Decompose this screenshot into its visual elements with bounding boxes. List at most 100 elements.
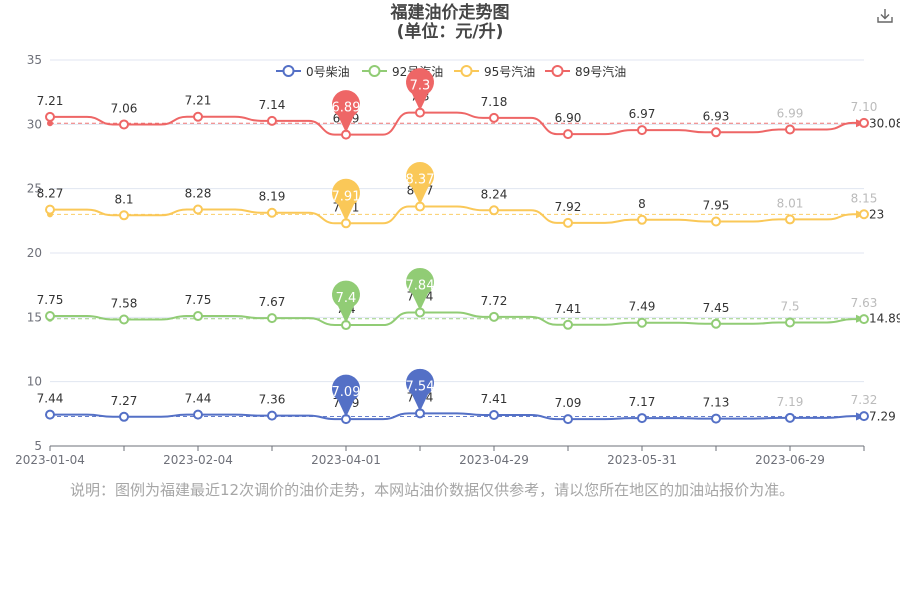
data-label: 8.24 xyxy=(481,187,508,201)
pin-marker xyxy=(406,162,435,205)
download-button[interactable] xyxy=(875,6,895,26)
data-label: 8.1 xyxy=(114,192,133,206)
legend-symbol xyxy=(282,65,295,77)
data-point xyxy=(637,317,647,328)
x-tick-label: 2023-05-31 xyxy=(607,453,677,467)
data-point xyxy=(859,117,869,128)
pin-label: 7.54 xyxy=(406,379,435,394)
pin-label: 7.3 xyxy=(410,79,431,94)
data-label: 7.06 xyxy=(111,101,138,115)
y-tick-label: 35 xyxy=(27,53,42,67)
data-label: 7.17 xyxy=(629,395,656,409)
data-point xyxy=(637,125,647,136)
y-tick-label: 15 xyxy=(27,310,42,324)
data-point xyxy=(489,409,499,420)
chart-title-block: 福建油价走势图 (单位：元/升) xyxy=(0,4,900,42)
data-label: 7.72 xyxy=(481,294,508,308)
data-point xyxy=(785,214,795,225)
pin-marker xyxy=(406,368,435,412)
data-label: 6.90 xyxy=(555,111,582,125)
data-label: 7.09 xyxy=(555,396,582,410)
series-line xyxy=(50,111,864,136)
data-point xyxy=(563,217,573,228)
data-point xyxy=(859,314,869,325)
download-icon xyxy=(877,9,893,23)
data-label: 7.95 xyxy=(703,198,730,212)
pin-label: 7.4 xyxy=(336,291,357,306)
average-label: 14.89 xyxy=(869,312,900,326)
series-line xyxy=(50,311,864,327)
pin-label: 7.09 xyxy=(332,385,361,400)
data-point xyxy=(193,204,203,215)
data-label: 7.45 xyxy=(703,301,730,315)
legend-item[interactable]: 95号汽油 xyxy=(454,64,535,79)
data-point xyxy=(267,410,277,421)
data-label: 7.36 xyxy=(259,393,286,407)
data-point xyxy=(859,209,869,220)
chart-title: 福建油价走势图 xyxy=(390,3,510,23)
data-point xyxy=(45,311,55,322)
legend-label: 95号汽油 xyxy=(484,64,535,79)
min-pin: 6.89 xyxy=(332,90,361,133)
max-pin: 8.37 xyxy=(406,162,435,205)
series-line xyxy=(50,205,864,225)
data-point xyxy=(489,112,499,123)
y-tick-label: 25 xyxy=(27,182,42,196)
data-label: 8.28 xyxy=(185,187,212,201)
min-pin: 7.09 xyxy=(332,374,361,418)
pin-label: 6.89 xyxy=(332,101,361,116)
data-point xyxy=(267,207,277,218)
data-point xyxy=(711,216,721,227)
legend-item[interactable]: 0号柴油 xyxy=(276,65,350,79)
pin-marker xyxy=(332,90,360,133)
max-pin: 7.84 xyxy=(406,267,435,311)
data-label: 7.41 xyxy=(555,302,582,316)
min-pin: 7.4 xyxy=(332,280,360,324)
data-label: 8 xyxy=(638,197,646,211)
pin-marker xyxy=(406,267,435,311)
data-label: 8.15 xyxy=(851,191,878,205)
legend-label: 89号汽油 xyxy=(575,64,626,79)
data-label: 8.19 xyxy=(259,190,286,204)
data-label: 7.49 xyxy=(629,300,656,314)
max-pin: 7.54 xyxy=(406,368,435,412)
data-point xyxy=(711,318,721,329)
y-tick-label: 20 xyxy=(27,246,42,260)
data-point xyxy=(45,111,55,122)
x-tick-label: 2023-06-29 xyxy=(755,453,825,467)
legend-symbol xyxy=(368,65,381,77)
data-label: 7.75 xyxy=(37,293,64,307)
legend-label: 0号柴油 xyxy=(306,65,350,79)
data-point xyxy=(119,411,129,422)
chart-note: 说明：图例为福建最近12次调价的油价走势，本网站油价数据仅供参考，请以您所在地区… xyxy=(70,481,795,499)
data-point xyxy=(785,124,795,135)
pin-label: 7.84 xyxy=(406,278,435,293)
average-label: 30.08 xyxy=(869,116,900,130)
data-label: 7.13 xyxy=(703,396,730,410)
data-point xyxy=(563,319,573,330)
data-point xyxy=(119,314,129,325)
data-point xyxy=(193,409,203,420)
data-label: 7.44 xyxy=(185,392,212,406)
data-point xyxy=(45,204,55,215)
data-point xyxy=(45,409,55,420)
data-label: 7.10 xyxy=(851,100,878,114)
max-pin: 7.3 xyxy=(406,68,435,111)
data-label: 7.5 xyxy=(780,299,799,313)
pin-label: 8.37 xyxy=(406,173,435,188)
x-tick-label: 2023-01-04 xyxy=(15,453,85,467)
data-point xyxy=(267,115,277,126)
pin-label: 7.91 xyxy=(332,189,361,204)
data-label: 7.58 xyxy=(111,297,138,311)
data-label: 7.18 xyxy=(481,95,508,109)
data-label: 7.14 xyxy=(259,98,286,112)
min-pin: 7.91 xyxy=(332,178,361,222)
legend-item[interactable]: 89号汽油 xyxy=(545,64,626,79)
data-point xyxy=(859,411,869,422)
average-label: 23 xyxy=(869,207,884,221)
average-start-dot xyxy=(47,120,53,127)
legend-symbol xyxy=(460,65,473,77)
data-label: 6.97 xyxy=(629,107,656,121)
data-point xyxy=(193,311,203,322)
